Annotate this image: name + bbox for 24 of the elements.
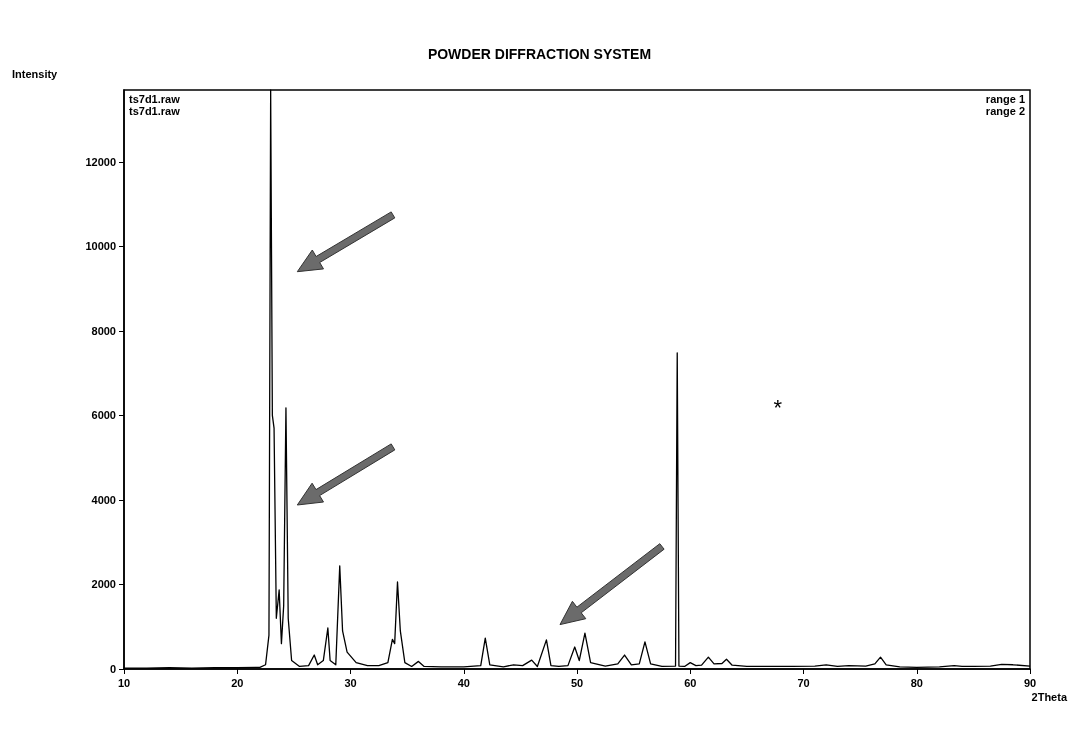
y-tick-label: 2000 <box>91 578 116 591</box>
annotation: ts7d1.raw <box>129 92 181 105</box>
chart-title: POWDER DIFFRACTION SYSTEM <box>427 46 652 62</box>
x-tick-label: 80 <box>910 676 923 689</box>
y-tick-label: 10000 <box>85 240 116 253</box>
y-tick-label: 12000 <box>85 155 116 168</box>
annotation: range 2 <box>985 104 1026 117</box>
annotation: range 1 <box>985 92 1026 105</box>
x-tick-label: 50 <box>570 676 584 689</box>
x-tick-label: 60 <box>684 676 697 689</box>
y-tick-label: 6000 <box>91 409 116 422</box>
y-tick-label: 4000 <box>91 493 116 506</box>
x-tick-label: 10 <box>117 676 131 689</box>
annotation: ts7d1.raw <box>129 104 181 117</box>
y-axis-title: Intensity <box>12 67 59 80</box>
x-tick-label: 70 <box>797 676 810 689</box>
y-tick-label: 8000 <box>91 324 116 337</box>
y-tick-label: 0 <box>109 663 116 675</box>
annotation: * <box>773 395 783 421</box>
x-tick-label: 20 <box>231 676 244 689</box>
x-tick-label: 40 <box>457 676 470 689</box>
x-tick-label: 90 <box>1023 676 1037 689</box>
x-axis-title: 2Theta <box>1031 690 1068 703</box>
x-tick-label: 30 <box>344 676 357 689</box>
